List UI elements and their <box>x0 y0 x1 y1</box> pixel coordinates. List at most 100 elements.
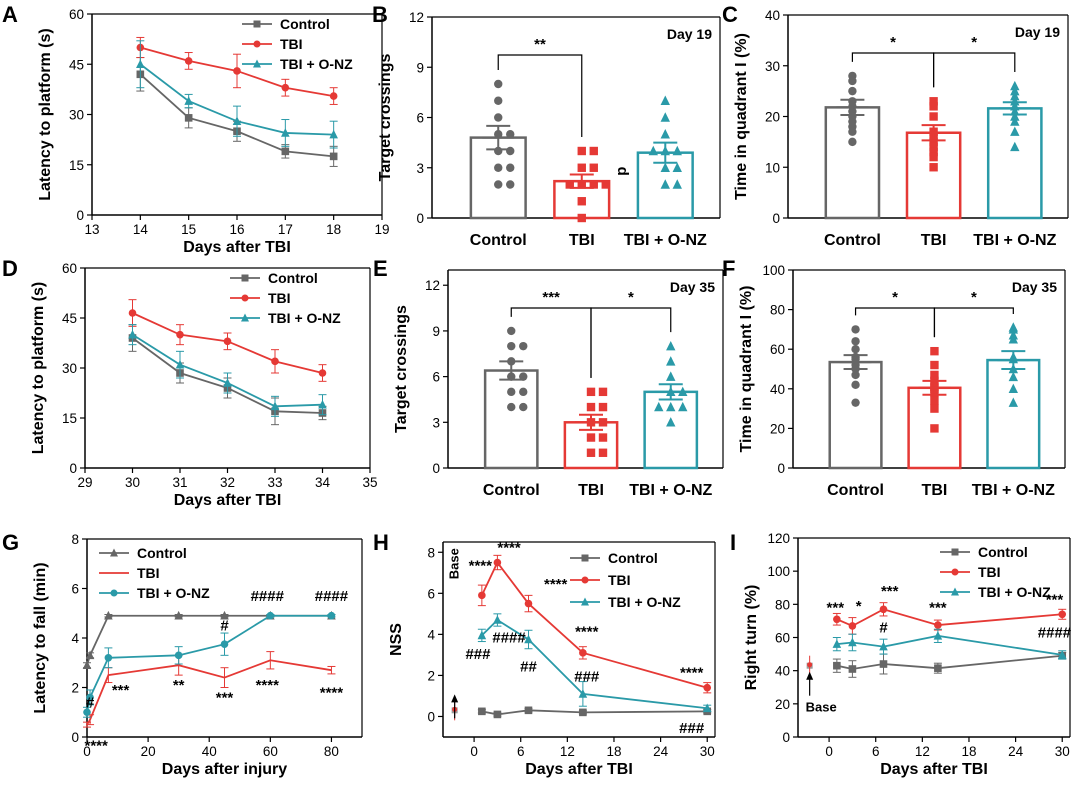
data-point <box>281 147 290 156</box>
panel-b: B Target crossings 0 3 6 9 12 Day 19 Control TBI T… <box>372 2 721 249</box>
data-point <box>934 664 942 672</box>
data-point <box>660 95 670 105</box>
significance-label: * <box>892 289 898 306</box>
y-tick-label: 80 <box>770 303 785 318</box>
data-point <box>1008 383 1019 393</box>
data-point <box>86 693 94 702</box>
y-axis-label: Latency to fall (min) <box>32 562 49 713</box>
y-tick-label: 6 <box>416 111 424 126</box>
data-point <box>929 142 938 152</box>
data-point <box>1010 80 1020 91</box>
data-point <box>851 398 860 407</box>
data-point <box>929 112 938 121</box>
data-point <box>104 610 113 620</box>
data-point <box>589 146 598 156</box>
x-tick-label: 12 <box>560 744 575 759</box>
panel-a: A Latency to platform (s) Days after TBI 13… <box>2 2 390 256</box>
data-point <box>930 370 939 380</box>
y-tick-label: 3 <box>432 415 440 430</box>
data-point <box>507 402 516 412</box>
data-point <box>660 179 670 189</box>
data-point <box>951 587 959 596</box>
x-tick-label: 0 <box>83 744 91 759</box>
x-axis-label: Days after injury <box>162 761 287 778</box>
y-tick-label: 0 <box>782 730 790 745</box>
y-tick-label: 80 <box>775 597 790 612</box>
x-tick-label: 6 <box>872 744 880 759</box>
x-tick-label: 18 <box>961 744 976 759</box>
y-tick-label: 100 <box>762 263 785 278</box>
legend-label: TBI + O-NZ <box>608 594 681 610</box>
panel-label: B <box>372 2 388 27</box>
legend-label: TBI + O-NZ <box>137 585 210 601</box>
significance-bracket <box>497 54 583 137</box>
panel-label: I <box>730 530 736 555</box>
y-axis-label: Time in quadrant I (%) <box>733 33 750 200</box>
y-tick-label: 60 <box>775 631 790 646</box>
series-line-control <box>836 654 1063 670</box>
x-category-label: Control <box>470 232 527 249</box>
data-point <box>1010 111 1020 121</box>
data-point <box>598 402 608 412</box>
y-tick-label: 40 <box>765 8 780 23</box>
y-tick-label: 15 <box>69 158 84 173</box>
data-point <box>506 163 515 172</box>
y-axis-label: Latency to platform (s) <box>37 28 54 200</box>
x-tick-label: 80 <box>324 744 339 759</box>
data-point <box>104 654 113 662</box>
y-tick-label: 0 <box>432 461 440 476</box>
data-point <box>851 337 860 346</box>
data-point <box>281 128 290 137</box>
data-point <box>270 401 280 411</box>
data-point <box>648 145 658 156</box>
significance-label: * <box>890 34 896 51</box>
data-point <box>477 630 487 640</box>
significance-bracket <box>590 307 672 378</box>
data-point <box>506 146 515 156</box>
y-tick-label: 12 <box>409 10 424 25</box>
data-point <box>507 387 516 397</box>
data-point <box>1058 610 1067 619</box>
panel-label: G <box>2 530 19 555</box>
significance-annotation: ### <box>679 720 705 737</box>
day-tag: Day 19 <box>1015 24 1060 40</box>
data-point <box>110 589 118 597</box>
x-tick-label: 30 <box>700 744 715 759</box>
data-point <box>586 387 596 397</box>
legend-label: TBI <box>608 572 631 588</box>
significance-annotation: ### <box>574 669 600 686</box>
data-point <box>848 665 857 673</box>
baseline-label: Base <box>447 548 462 579</box>
data-point <box>851 325 860 334</box>
data-point <box>478 591 486 600</box>
y-tick-label: 6 <box>71 582 79 597</box>
data-point <box>660 162 670 172</box>
data-point <box>174 610 183 620</box>
y-tick-label: 4 <box>427 627 435 642</box>
data-point <box>586 433 596 442</box>
significance-annotation: **** <box>497 539 521 556</box>
data-point <box>1010 85 1020 96</box>
y-tick-label: 30 <box>62 361 77 376</box>
x-tick-label: 30 <box>125 475 140 490</box>
significance-annotation: # <box>220 618 229 635</box>
data-point <box>930 424 939 433</box>
x-tick-label: 29 <box>77 475 92 490</box>
significance-annotation: **** <box>320 684 344 701</box>
y-tick-label: 45 <box>62 311 77 326</box>
data-point <box>519 402 528 412</box>
data-point <box>494 79 503 89</box>
data-point <box>581 576 589 584</box>
y-tick-label: 6 <box>427 586 435 601</box>
data-point <box>879 605 888 614</box>
significance-bracket <box>932 52 1016 88</box>
data-point <box>578 689 588 698</box>
y-axis-label: Time in quadrant I (%) <box>738 286 755 453</box>
panel-label: A <box>2 2 18 27</box>
y-tick-label: 0 <box>777 461 785 476</box>
x-category-label: TBI <box>922 482 948 499</box>
data-point <box>1010 91 1020 101</box>
y-tick-label: 2 <box>71 681 79 696</box>
data-point <box>232 116 242 125</box>
y-tick-label: 60 <box>69 7 84 22</box>
